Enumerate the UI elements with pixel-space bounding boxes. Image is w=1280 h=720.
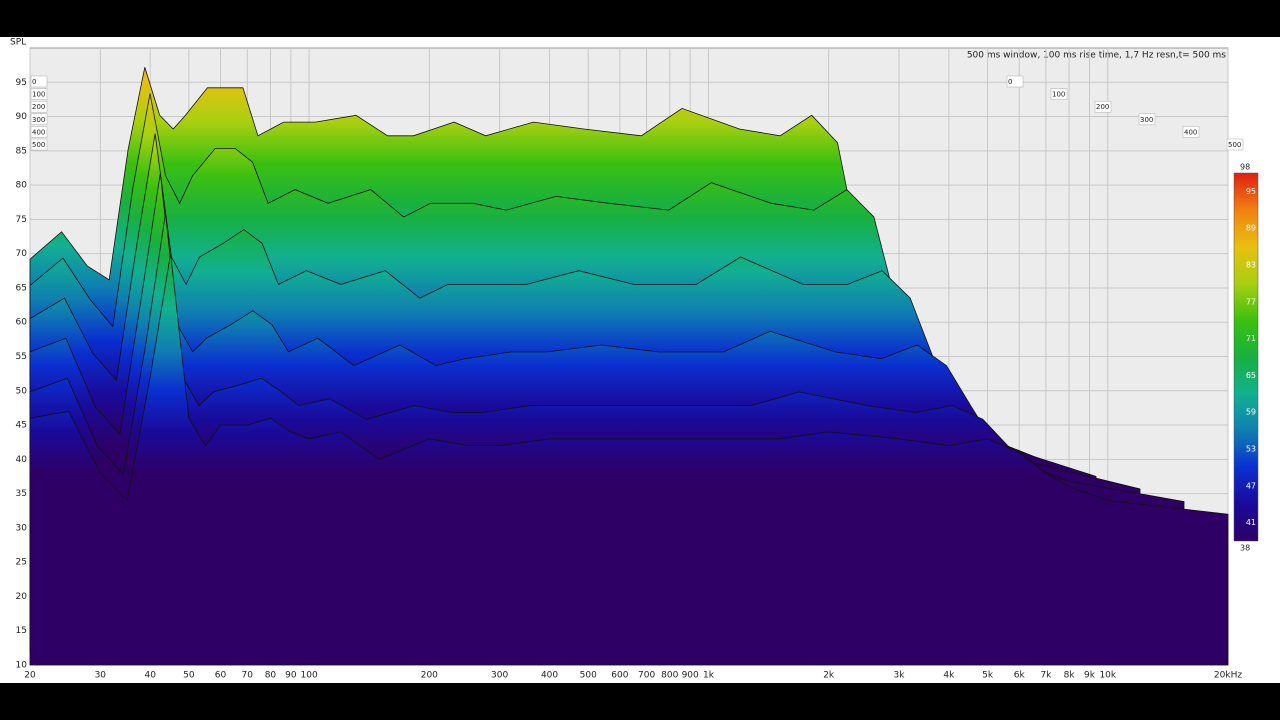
colorbar-tick-label: 65: [1246, 371, 1256, 380]
y-tick-label: 55: [16, 352, 27, 362]
y-tick-label: 20: [16, 592, 28, 602]
time-label-box: [30, 126, 48, 138]
colorbar-max-label: 98: [1240, 163, 1250, 172]
x-tick-label: 4k: [943, 671, 955, 681]
time-label-box: [30, 88, 48, 100]
x-tick-label: 1k: [703, 671, 715, 681]
colorbar-tick-label: 83: [1246, 261, 1256, 270]
y-axis-label: SPL: [10, 38, 26, 48]
time-label-box: [1006, 75, 1024, 88]
x-tick-label: 2k: [823, 671, 835, 681]
time-label-box: [30, 100, 48, 113]
x-tick-label: 600: [611, 671, 628, 681]
x-tick-label: 70: [242, 671, 254, 681]
time-label: 100: [32, 91, 45, 99]
x-tick-label: 6k: [1014, 671, 1026, 681]
y-tick-label: 45: [16, 421, 27, 431]
colorbar-min-label: 38: [1240, 544, 1250, 553]
x-tick-label: 700: [638, 671, 655, 681]
x-tick-label: 800: [661, 671, 678, 681]
x-tick-label: 5k: [982, 671, 994, 681]
y-tick-label: 75: [16, 215, 27, 225]
y-tick-label: 85: [16, 146, 27, 156]
x-tick-label: 9k: [1084, 671, 1096, 681]
y-tick-label: 60: [16, 318, 28, 328]
x-tick-label: 20kHz: [1214, 671, 1242, 681]
x-tick-label: 50: [183, 671, 195, 681]
x-tick-label: 20: [24, 671, 36, 681]
y-tick-label: 95: [16, 78, 27, 88]
time-label-box: [1182, 126, 1200, 138]
time-label: 200: [32, 103, 45, 111]
y-tick-label: 15: [16, 626, 27, 636]
x-tick-label: 90: [285, 671, 297, 681]
x-tick-label: 7k: [1040, 671, 1052, 681]
time-label: 500: [1228, 141, 1241, 149]
x-tick-label: 80: [265, 671, 277, 681]
x-tick-label: 30: [95, 671, 107, 681]
y-tick-label: 50: [16, 386, 28, 396]
y-tick-label: 35: [16, 489, 27, 499]
colorbar-tick-label: 95: [1246, 187, 1256, 196]
x-tick-label: 200: [421, 671, 438, 681]
y-tick-label: 30: [16, 523, 28, 533]
y-tick-label: 25: [16, 558, 27, 568]
x-tick-label: 40: [144, 671, 156, 681]
slice-area: [29, 253, 1229, 666]
time-label-box: [1138, 113, 1156, 126]
y-tick-label: 80: [16, 181, 28, 191]
x-tick-label: 100: [301, 671, 318, 681]
x-tick-label: 300: [491, 671, 508, 681]
time-label-box: [30, 113, 48, 126]
time-label: 0: [1008, 78, 1012, 86]
colorbar-tick-label: 41: [1246, 518, 1256, 527]
colorbar: [1233, 172, 1259, 542]
time-label-box: [1094, 100, 1112, 113]
time-label: 400: [1184, 128, 1197, 136]
colorbar-tick-label: 89: [1246, 224, 1256, 233]
time-label: 0: [32, 78, 36, 86]
colorbar-tick-label: 59: [1246, 408, 1256, 417]
time-label: 300: [1140, 116, 1153, 124]
time-label-box: [30, 75, 48, 88]
colorbar-tick-label: 53: [1246, 445, 1256, 454]
time-label: 300: [32, 116, 45, 124]
x-tick-label: 500: [580, 671, 597, 681]
x-tick-label: 400: [541, 671, 558, 681]
x-tick-label: 10k: [1099, 671, 1116, 681]
y-tick-label: 90: [16, 112, 28, 122]
annotation: 500 ms window, 100 ms rise time, 1,7 Hz …: [967, 51, 1226, 61]
time-label-box: [1050, 88, 1068, 100]
y-tick-label: 70: [16, 249, 28, 259]
colorbar-tick-label: 71: [1246, 334, 1256, 343]
time-label-box: [30, 138, 48, 151]
time-label: 200: [1096, 103, 1109, 111]
time-label: 400: [32, 128, 45, 136]
y-tick-label: 40: [16, 455, 28, 465]
x-tick-label: 3k: [894, 671, 906, 681]
y-tick-label: 10: [16, 661, 28, 671]
x-tick-label: 900: [682, 671, 699, 681]
x-tick-label: 8k: [1064, 671, 1076, 681]
time-label: 100: [1052, 91, 1065, 99]
y-tick-label: 65: [16, 283, 27, 293]
time-label-box: [1226, 138, 1244, 151]
colorbar-tick-label: 77: [1246, 297, 1256, 306]
colorbar-tick-label: 47: [1246, 481, 1256, 490]
time-label: 500: [32, 141, 45, 149]
x-tick-label: 60: [215, 671, 227, 681]
